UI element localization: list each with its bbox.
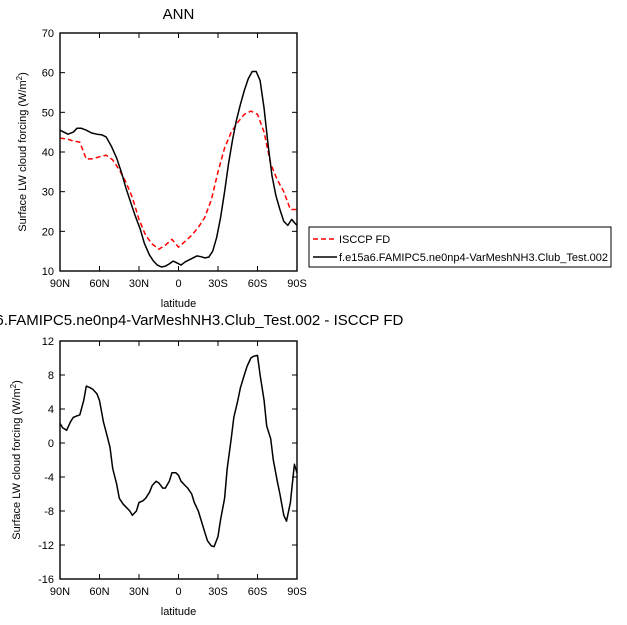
x-tick-label: 90S [287,278,307,290]
top-panel: ANN 10 20 30 40 50 60 70 90N 60N 30N 0 30S 60S 90S l… [15,6,307,310]
top-plot-area [59,70,298,268]
x-tick-label: 0 [175,278,181,290]
bottom-plot-frame [59,340,298,580]
x-tick-label: 30N [129,586,149,598]
x-tick-label: 0 [175,586,181,598]
bottom-panel: f.e15a6.FAMIPC5.ne0np4-VarMeshNH3.Club_T… [0,312,403,618]
top-chart-title: ANN [163,6,195,23]
legend: ISCCP FD f.e15a6.FAMIPC5.ne0np4-VarMeshN… [308,226,612,268]
y-tick-label: 10 [42,266,54,278]
top-x-axis: 90N 60N 30N 0 30S 60S 90S [50,33,307,290]
y-tick-label: -4 [44,472,54,484]
x-tick-label: 60N [89,278,109,290]
y-tick-label: 0 [48,438,54,450]
bottom-y-axis-label: Surface LW cloud forcing (W/m2) [9,380,23,540]
y-tick-label: 40 [42,147,54,159]
y-tick-label: 70 [42,28,54,40]
legend-label-isccp: ISCCP FD [339,234,390,246]
y-tick-label: -16 [38,574,54,586]
series-line-1 [59,110,297,250]
x-tick-label: 90N [50,586,70,598]
x-tick-label: 60S [248,278,268,290]
y-tick-label: 20 [42,226,54,238]
legend-box [308,226,612,268]
y-tick-label: 8 [48,370,54,382]
top-y-axis: 10 20 30 40 50 60 70 [42,28,297,278]
x-tick-label: 30N [129,278,149,290]
y-tick-label: 50 [42,107,54,119]
x-tick-label: 90S [287,586,307,598]
series-line-1 [59,354,298,548]
bottom-chart-title: f.e15a6.FAMIPC5.ne0np4-VarMeshNH3.Club_T… [0,312,403,329]
x-tick-label: 90N [50,278,70,290]
y-tick-label: -12 [38,540,54,552]
x-tick-label: 30S [208,278,228,290]
top-plot-frame [59,32,298,272]
x-tick-label: 60N [89,586,109,598]
bottom-x-axis: 90N 60N 30N 0 30S 60S 90S [50,341,307,598]
y-tick-label: 4 [48,404,54,416]
x-tick-label: 30S [208,586,228,598]
y-tick-label: 30 [42,187,54,199]
bottom-plot-area [59,354,298,548]
top-x-axis-label: latitude [161,298,196,310]
bottom-x-axis-label: latitude [161,606,196,618]
legend-label-model: f.e15a6.FAMIPC5.ne0np4-VarMeshNH3.Club_T… [339,252,608,264]
y-tick-label: 60 [42,68,54,80]
y-tick-label: 12 [42,336,54,348]
series-line-2 [59,70,298,268]
bottom-y-axis: -16 -12 -8 -4 0 4 8 12 [38,336,297,586]
top-y-axis-label: Surface LW cloud forcing (W/m2) [15,72,29,232]
y-tick-label: -8 [44,506,54,518]
x-tick-label: 60S [248,586,268,598]
